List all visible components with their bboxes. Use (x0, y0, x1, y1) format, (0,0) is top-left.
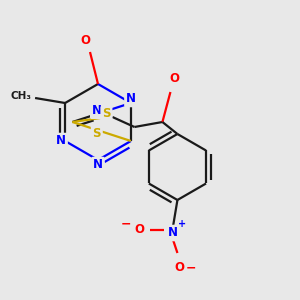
Text: −: − (121, 218, 132, 230)
Text: +: + (178, 219, 187, 229)
Text: O: O (134, 224, 144, 236)
Text: O: O (169, 73, 179, 85)
Text: CH₃: CH₃ (11, 91, 32, 101)
Text: N: N (56, 134, 66, 148)
Text: N: N (93, 158, 103, 172)
Text: N: N (167, 226, 177, 239)
Text: S: S (102, 107, 111, 121)
Text: N: N (92, 104, 102, 117)
Text: −: − (186, 262, 197, 275)
Text: O: O (174, 262, 184, 275)
Text: S: S (92, 127, 101, 140)
Text: O: O (80, 34, 90, 46)
Text: N: N (126, 92, 136, 106)
